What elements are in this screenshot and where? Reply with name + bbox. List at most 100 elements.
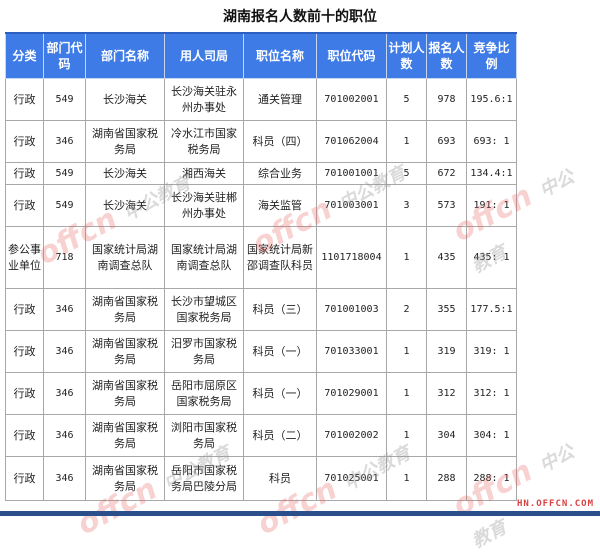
table-row: 行政 346 湖南省国家税务局 冷水江市国家税务局 科员（四） 701062004 1 693…: [5, 120, 517, 163]
table-cell: 冷水江市国家税务局: [164, 120, 244, 163]
table-cell: 湖南省国家税务局: [85, 372, 165, 415]
table-cell: 191: 1: [466, 184, 517, 227]
table-cell: 湖南省国家税务局: [85, 456, 165, 501]
table-cell: 行政: [5, 456, 44, 501]
table-cell: 701001003: [316, 288, 387, 331]
table-cell: 672: [426, 162, 467, 185]
table-cell: 国家统计局湖南调查总队: [85, 226, 165, 289]
table-cell: 549: [43, 162, 86, 185]
table-cell: 701025001: [316, 456, 387, 501]
table-cell: 湖南省国家税务局: [85, 330, 165, 373]
table-cell: 行政: [5, 120, 44, 163]
table-cell: 行政: [5, 414, 44, 457]
column-header: 竞争比例: [466, 32, 517, 79]
table-row: 行政 346 湖南省国家税务局 岳阳市国家税务局巴陵分局 科员 701025001 1 288…: [5, 456, 517, 501]
table-cell: 1: [386, 372, 427, 415]
table-cell: 湖南省国家税务局: [85, 414, 165, 457]
table-cell: 288: 1: [466, 456, 517, 501]
table-cell: 行政: [5, 78, 44, 121]
table-row: 行政 346 湖南省国家税务局 汨罗市国家税务局 科员（一） 701033001 1 319 3…: [5, 330, 517, 373]
table-cell: 346: [43, 288, 86, 331]
table-cell: 177.5:1: [466, 288, 517, 331]
table-cell: 科员: [243, 456, 317, 501]
table-cell: 701002001: [316, 78, 387, 121]
table-cell: 综合业务: [243, 162, 317, 185]
table-cell: 1: [386, 330, 427, 373]
table-cell: 湖南省国家税务局: [85, 288, 165, 331]
table-cell: 346: [43, 456, 86, 501]
table-cell: 312: 1: [466, 372, 517, 415]
table-cell: 718: [43, 226, 86, 289]
table-cell: 汨罗市国家税务局: [164, 330, 244, 373]
table-cell: 湖南省国家税务局: [85, 120, 165, 163]
table-row: 行政 549 长沙海关 长沙海关驻永州办事处 通关管理 701002001 5 978 195.…: [5, 78, 517, 121]
table-cell: 岳阳市屈原区国家税务局: [164, 372, 244, 415]
page-title: 湖南报名人数前十的职位: [223, 9, 377, 25]
table-row: 行政 346 湖南省国家税务局 长沙市望城区国家税务局 科员（三） 701001003 2 3…: [5, 288, 517, 331]
table-cell: 549: [43, 184, 86, 227]
table-cell: 科员（一）: [243, 372, 317, 415]
table-cell: 通关管理: [243, 78, 317, 121]
table-cell: 1: [386, 456, 427, 501]
table-cell: 355: [426, 288, 467, 331]
table-cell: 435: [426, 226, 467, 289]
table-cell: 岳阳市国家税务局巴陵分局: [164, 456, 244, 501]
table-cell: 304: 1: [466, 414, 517, 457]
watermark-site: HN.OFFCN.COM: [516, 499, 594, 509]
table-cell: 573: [426, 184, 467, 227]
table-cell: 1101718004: [316, 226, 387, 289]
table-cell: 701033001: [316, 330, 387, 373]
table-cell: 701001001: [316, 162, 387, 185]
table-cell: 浏阳市国家税务局: [164, 414, 244, 457]
table-cell: 978: [426, 78, 467, 121]
table-cell: 701062004: [316, 120, 387, 163]
table-cell: 2: [386, 288, 427, 331]
table-cell: 693: [426, 120, 467, 163]
table-cell: 科员（三）: [243, 288, 317, 331]
table-cell: 海关监管: [243, 184, 317, 227]
positions-table: 分类 部门代码 部门名称 用人司局 职位名称 职位代码 计划人数 报名人数 竞争比例 行政 549…: [5, 32, 517, 501]
table-cell: 国家统计局新邵调查队科员: [243, 226, 317, 289]
table-cell: 科员（一）: [243, 330, 317, 373]
table-cell: 5: [386, 78, 427, 121]
table-cell: 693: 1: [466, 120, 517, 163]
table-cell: 435: 1: [466, 226, 517, 289]
column-header: 分类: [5, 32, 44, 79]
table-cell: 346: [43, 372, 86, 415]
table-cell: 1: [386, 120, 427, 163]
table-cell: 346: [43, 120, 86, 163]
table-row: 行政 549 长沙海关 湘西海关 综合业务 701001001 5 672 134.4:1: [5, 162, 517, 185]
table-cell: 701002002: [316, 414, 387, 457]
table-cell: 行政: [5, 330, 44, 373]
table-cell: 长沙海关: [85, 78, 165, 121]
table-cell: 1: [386, 226, 427, 289]
table-cell: 195.6:1: [466, 78, 517, 121]
table-cell: 国家统计局湖南调查总队: [164, 226, 244, 289]
table-cell: 长沙海关: [85, 184, 165, 227]
table-cell: 3: [386, 184, 427, 227]
table-cell: 549: [43, 78, 86, 121]
table-cell: 701003001: [316, 184, 387, 227]
table-cell: 319: [426, 330, 467, 373]
table-cell: 319: 1: [466, 330, 517, 373]
table-row: 行政 549 长沙海关 长沙海关驻郴州办事处 海关监管 701003001 3 573 191:…: [5, 184, 517, 227]
table-cell: 科员（二）: [243, 414, 317, 457]
table-cell: 参公事业单位: [5, 226, 44, 289]
table-cell: 行政: [5, 372, 44, 415]
table-cell: 5: [386, 162, 427, 185]
header-row: 分类 部门代码 部门名称 用人司局 职位名称 职位代码 计划人数 报名人数 竞争比例: [5, 32, 517, 79]
column-header: 部门代码: [43, 32, 86, 79]
column-header: 职位代码: [316, 32, 387, 79]
table-cell: 行政: [5, 288, 44, 331]
column-header: 报名人数: [426, 32, 467, 79]
table-cell: 长沙市望城区国家税务局: [164, 288, 244, 331]
table-row: 行政 346 湖南省国家税务局 岳阳市屈原区国家税务局 科员（一） 701029001 1 3…: [5, 372, 517, 415]
table-cell: 科员（四）: [243, 120, 317, 163]
table-row: 行政 346 湖南省国家税务局 浏阳市国家税务局 科员（二） 701002002 1 304 3…: [5, 414, 517, 457]
table-cell: 701029001: [316, 372, 387, 415]
table-cell: 346: [43, 330, 86, 373]
table-cell: 长沙海关: [85, 162, 165, 185]
column-header: 用人司局: [164, 32, 244, 79]
table-cell: 304: [426, 414, 467, 457]
table-row: 参公事业单位 718 国家统计局湖南调查总队 国家统计局湖南调查总队 国家统计局新邵调查…: [5, 226, 517, 289]
